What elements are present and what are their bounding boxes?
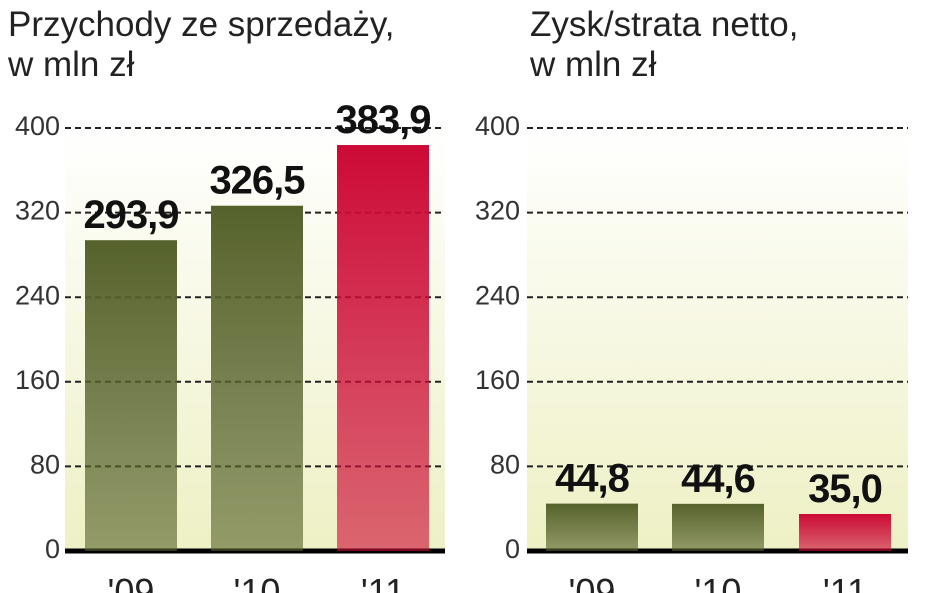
y-tick-label: 240 <box>475 280 520 310</box>
chart-title: w mln zł <box>529 45 657 84</box>
data-label: 293,9 <box>83 193 178 237</box>
plot-background <box>527 128 908 551</box>
x-tick-label: '10 <box>234 571 281 593</box>
data-label: 35,0 <box>808 467 882 511</box>
x-tick-label: '11 <box>361 571 405 593</box>
x-tick-label: '10 <box>695 571 742 593</box>
y-tick-label: 320 <box>475 196 520 226</box>
bar <box>85 240 177 551</box>
y-tick-label: 400 <box>15 111 60 141</box>
y-tick-label: 160 <box>475 365 520 395</box>
bar <box>546 503 638 551</box>
y-tick-label: 240 <box>15 280 60 310</box>
chart-title: w mln zł <box>7 45 135 84</box>
bar <box>672 503 764 551</box>
chart-title: Zysk/strata netto, <box>530 5 798 44</box>
y-tick-label: 80 <box>490 450 520 480</box>
data-label: 44,8 <box>555 457 630 501</box>
x-tick-label: '11 <box>823 571 867 593</box>
y-tick-label: 0 <box>45 534 60 564</box>
y-tick-label: 160 <box>15 365 60 395</box>
bar <box>799 513 891 551</box>
data-label: 383,9 <box>335 98 430 142</box>
y-tick-label: 320 <box>15 196 60 226</box>
bar <box>211 205 303 551</box>
x-tick-label: '09 <box>108 571 155 593</box>
y-tick-label: 0 <box>505 534 520 564</box>
x-tick-label: '09 <box>569 571 616 593</box>
y-tick-label: 80 <box>30 450 60 480</box>
y-tick-label: 400 <box>475 111 520 141</box>
chart-title: Przychody ze sprzedaży, <box>8 5 394 44</box>
data-label: 44,6 <box>681 457 755 501</box>
bar <box>337 145 429 551</box>
data-label: 326,5 <box>209 159 305 203</box>
